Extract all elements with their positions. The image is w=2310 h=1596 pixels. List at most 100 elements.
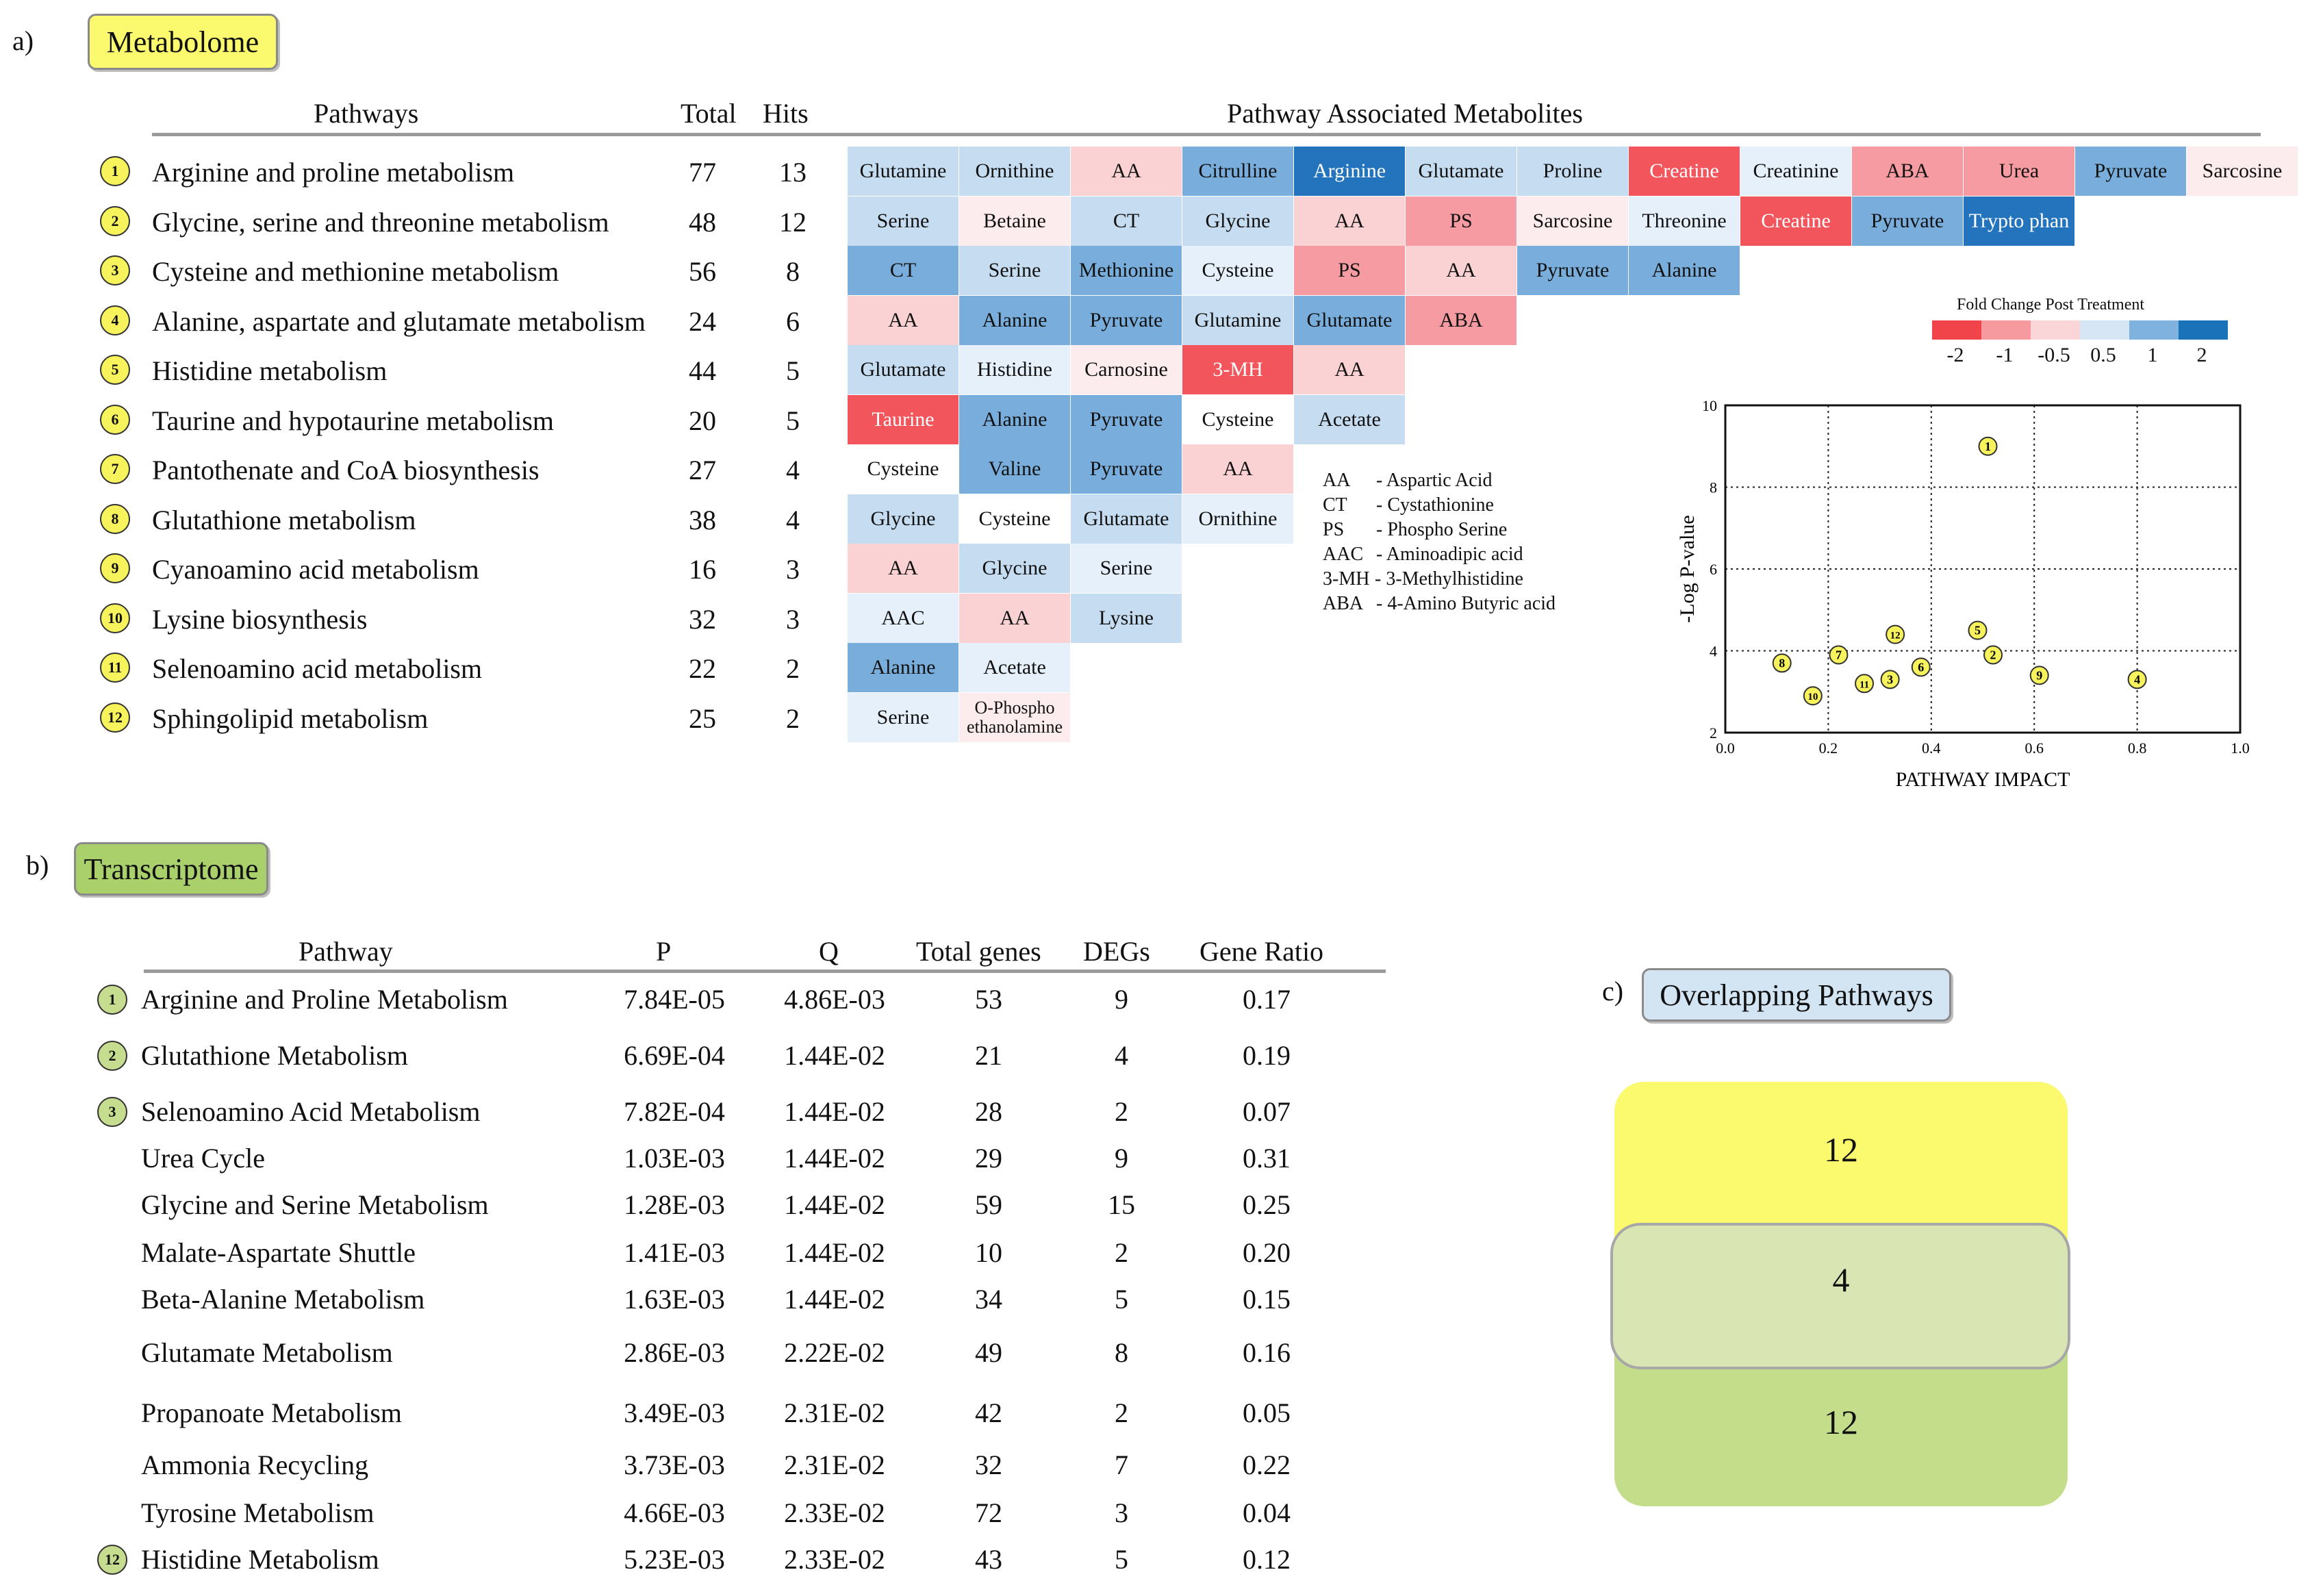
- pathway-hits: 3: [786, 603, 800, 635]
- pathway-total: 25: [689, 702, 716, 734]
- gene-ratio: 0.07: [1243, 1096, 1291, 1127]
- q-value: 2.22E-02: [784, 1337, 885, 1368]
- gene-ratio: 0.31: [1243, 1143, 1291, 1174]
- data-point: [1911, 657, 1931, 677]
- x-tick-label: 1.0: [2231, 739, 2250, 757]
- total-genes: 43: [975, 1544, 1002, 1575]
- x-tick-label: 0.8: [2128, 739, 2147, 757]
- p-value: 7.82E-04: [624, 1096, 725, 1127]
- y-tick-label: 8: [1710, 479, 1717, 496]
- transcriptome-pathway-name: Arginine and Proline Metabolism: [141, 984, 508, 1015]
- abbreviation-code: AA: [1323, 470, 1351, 491]
- fold-change-swatch: [2031, 320, 2080, 340]
- pathway-name: Taurine and hypotaurine metabolism: [152, 405, 555, 436]
- data-point: [2127, 670, 2147, 689]
- abbreviation-definition: - Aspartic Acid: [1376, 470, 1493, 491]
- q-value: 2.33E-02: [784, 1544, 885, 1575]
- transcriptome-pathway-name: Urea Cycle: [141, 1143, 266, 1174]
- abbreviation-code: 3-MH: [1323, 568, 1370, 590]
- data-point: [1803, 686, 1823, 706]
- abbreviation-code: CT: [1323, 494, 1347, 516]
- metabolite-cell: Serine: [959, 246, 1070, 295]
- degs: 2: [1115, 1096, 1128, 1127]
- y-axis-label: -Log P-value: [1676, 515, 1699, 622]
- metabolite-cell: Betaine: [959, 196, 1070, 246]
- metabolite-cell: Glycine: [848, 494, 959, 544]
- overlapping-pathways-tag: Overlapping Pathways: [1642, 968, 1951, 1022]
- pathway-total: 16: [689, 554, 716, 585]
- fold-change-swatch: [2129, 320, 2179, 340]
- gene-ratio: 0.15: [1243, 1284, 1291, 1315]
- pathway-number-badge: 5: [100, 355, 130, 385]
- total-genes: 49: [975, 1337, 1002, 1368]
- transcriptome-pathway-name: Glycine and Serine Metabolism: [141, 1189, 489, 1220]
- data-point-label: 5: [1975, 624, 1981, 637]
- pathway-hits: 2: [786, 702, 800, 734]
- metabolite-cell: Citrulline: [1182, 147, 1293, 196]
- metabolite-cell: Glutamate: [848, 345, 959, 394]
- metabolite-cell: Serine: [848, 692, 959, 742]
- metabolite-cell: O-Phospho ethanolamine: [959, 692, 1070, 742]
- total-genes: 32: [975, 1449, 1002, 1480]
- metabolite-cell: Threonine: [1629, 196, 1740, 246]
- metabolome-tag: Metabolome: [88, 14, 278, 70]
- y-tick-label: 4: [1710, 643, 1717, 660]
- pathway-total: 32: [689, 603, 716, 635]
- metabolite-cell: Sarcosine: [1517, 196, 1628, 246]
- data-point: [1968, 620, 1988, 640]
- degs: 7: [1115, 1449, 1128, 1480]
- degs: 5: [1115, 1544, 1128, 1575]
- metabolite-cell: Creatine: [1740, 196, 1851, 246]
- abbreviation-definition: - Phospho Serine: [1376, 519, 1508, 540]
- header-pathways: Pathways: [314, 98, 419, 129]
- pathway-hits: 4: [786, 504, 800, 535]
- metabolite-cell: Glycine: [1182, 196, 1293, 246]
- pathway-number-badge: 6: [100, 404, 130, 435]
- metabolite-cell: ABA: [1852, 147, 1963, 196]
- data-point-label: 7: [1836, 648, 1842, 661]
- metabolite-cell: AA: [1071, 147, 1182, 196]
- data-point-label: 1: [1985, 440, 1991, 453]
- transcriptome-pathway-name: Selenoamino Acid Metabolism: [141, 1096, 481, 1127]
- metabolite-cell: Trypto phan: [1964, 196, 2074, 246]
- gene-ratio: 0.25: [1243, 1189, 1291, 1220]
- data-point-label: 2: [1990, 648, 1996, 661]
- data-point: [1772, 653, 1792, 673]
- pathway-hits: 8: [786, 256, 800, 287]
- gene-ratio: 0.19: [1243, 1040, 1291, 1071]
- fold-change-tick: 2: [2196, 344, 2207, 366]
- p-value: 1.03E-03: [624, 1143, 725, 1174]
- pathway-hits: 12: [779, 206, 807, 238]
- pathway-number-badge: 2: [100, 205, 130, 236]
- pathway-name: Glutathione metabolism: [152, 504, 416, 535]
- header-hits: Hits: [763, 98, 809, 129]
- pathway-name: Lysine biosynthesis: [152, 603, 368, 635]
- total-genes: 42: [975, 1397, 1002, 1428]
- data-point: [1829, 645, 1849, 665]
- transcriptome-pathway-name: Propanoate Metabolism: [141, 1397, 403, 1428]
- metabolite-cell: Pyruvate: [1071, 444, 1182, 494]
- pathway-total: 44: [689, 355, 716, 386]
- transcriptome-pathway-name: Tyrosine Metabolism: [141, 1497, 375, 1528]
- pathway-total: 38: [689, 504, 716, 535]
- header-gene-ratio: Gene Ratio: [1200, 936, 1324, 967]
- pathway-number-badge: 10: [100, 603, 130, 633]
- fold-change-swatch: [2080, 320, 2129, 340]
- x-tick-label: 0.4: [1922, 739, 1941, 757]
- pathway-name: Selenoamino acid metabolism: [152, 653, 483, 684]
- p-value: 3.49E-03: [624, 1397, 725, 1428]
- gene-ratio: 0.16: [1243, 1337, 1291, 1368]
- p-value: 3.73E-03: [624, 1449, 725, 1480]
- data-point: [1855, 674, 1875, 694]
- pathway-number-badge: 9: [100, 553, 130, 583]
- metabolite-cell: CT: [1071, 196, 1182, 246]
- metabolite-cell: Glutamate: [1294, 295, 1405, 345]
- metabolite-cell: AA: [1294, 345, 1405, 394]
- abbreviation-definition: - 3-Methylhistidine: [1375, 568, 1523, 590]
- fold-change-swatch: [2179, 320, 2228, 340]
- metabolite-cell: Glycine: [959, 544, 1070, 593]
- pathway-hits: 4: [786, 455, 800, 485]
- metabolite-cell: AA: [1182, 444, 1293, 494]
- pathway-hits: 5: [786, 355, 800, 386]
- metabolite-cell: Glutamate: [1406, 147, 1516, 196]
